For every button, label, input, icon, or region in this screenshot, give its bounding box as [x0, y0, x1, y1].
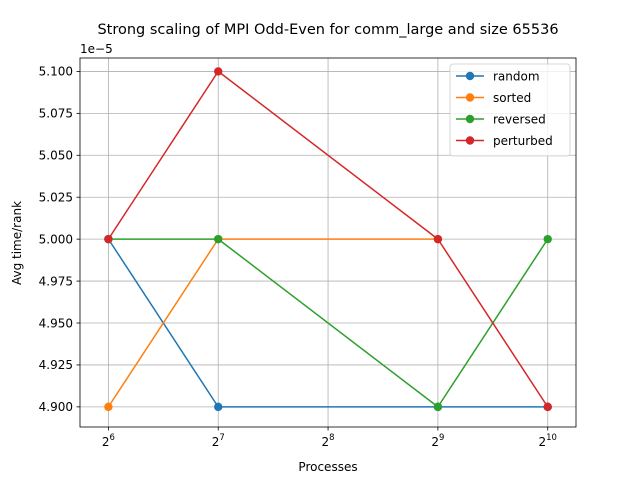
y-tick-label: 5.000 — [39, 232, 73, 246]
series-layer — [104, 67, 552, 412]
x-axis-ticks: 26 27 28 29 210 — [102, 427, 557, 449]
x-tick-label-base: 2 — [538, 435, 546, 449]
legend-label: random — [493, 69, 540, 83]
y-tick-label: 5.025 — [39, 191, 73, 205]
data-point-perturbed — [214, 67, 223, 76]
x-tick-label: 27 — [212, 433, 225, 449]
legend-marker — [465, 136, 475, 145]
data-point-sorted — [104, 402, 113, 412]
y-tick-label: 4.900 — [39, 400, 73, 414]
y-axis-ticks: 4.900 4.925 4.950 4.975 5.000 5.025 5.050 5.075… — [39, 65, 80, 414]
legend: random sorted reversed perturbed — [449, 63, 571, 157]
legend-marker — [465, 71, 475, 81]
data-point-perturbed — [543, 402, 552, 412]
x-tick-label-base: 2 — [431, 435, 439, 449]
x-tick-label-base: 2 — [322, 435, 330, 449]
legend-item-sorted: sorted — [456, 91, 531, 105]
x-tick-label-exponent: 10 — [546, 433, 557, 443]
data-point-reversed — [214, 234, 223, 244]
x-tick-label: 28 — [322, 433, 335, 449]
x-tick-label: 210 — [538, 433, 556, 449]
legend-label: sorted — [493, 91, 531, 105]
legend-item-perturbed: perturbed — [456, 134, 553, 148]
x-tick-label-exponent: 7 — [219, 433, 224, 443]
y-axis-title: Avg time/rank — [10, 201, 24, 285]
data-point-perturbed — [433, 234, 443, 244]
x-tick-label: 26 — [102, 433, 115, 449]
legend-item-reversed: reversed — [456, 112, 546, 126]
legend-item-random: random — [456, 69, 540, 83]
legend-label: perturbed — [493, 134, 553, 148]
y-axis-offset-label: 1e−5 — [80, 42, 113, 56]
x-tick-label-exponent: 8 — [329, 433, 334, 443]
legend-label: reversed — [493, 112, 546, 126]
chart-title: Strong scaling of MPI Odd-Even for comm_… — [97, 22, 558, 38]
legend-box — [449, 63, 571, 157]
x-tick-label-base: 2 — [212, 435, 220, 449]
data-point-reversed — [543, 234, 552, 244]
data-point-reversed — [433, 402, 443, 412]
x-tick-label-exponent: 9 — [439, 433, 444, 443]
data-point-random — [214, 402, 223, 412]
y-tick-label: 5.100 — [39, 65, 73, 79]
series-perturbed — [104, 67, 552, 412]
x-tick-label-exponent: 6 — [110, 433, 115, 443]
legend-marker — [465, 93, 475, 102]
data-point-perturbed — [104, 234, 113, 244]
y-tick-label: 4.925 — [39, 358, 73, 372]
legend-marker — [465, 114, 475, 124]
series-line-perturbed — [107, 70, 549, 408]
y-tick-label: 4.975 — [39, 274, 73, 288]
x-tick-label: 29 — [431, 433, 444, 449]
x-axis-title: Processes — [298, 460, 357, 474]
y-tick-label: 5.075 — [39, 107, 73, 121]
y-tick-label: 4.950 — [39, 316, 73, 330]
y-tick-label: 5.050 — [39, 149, 73, 163]
x-tick-label-base: 2 — [102, 435, 110, 449]
